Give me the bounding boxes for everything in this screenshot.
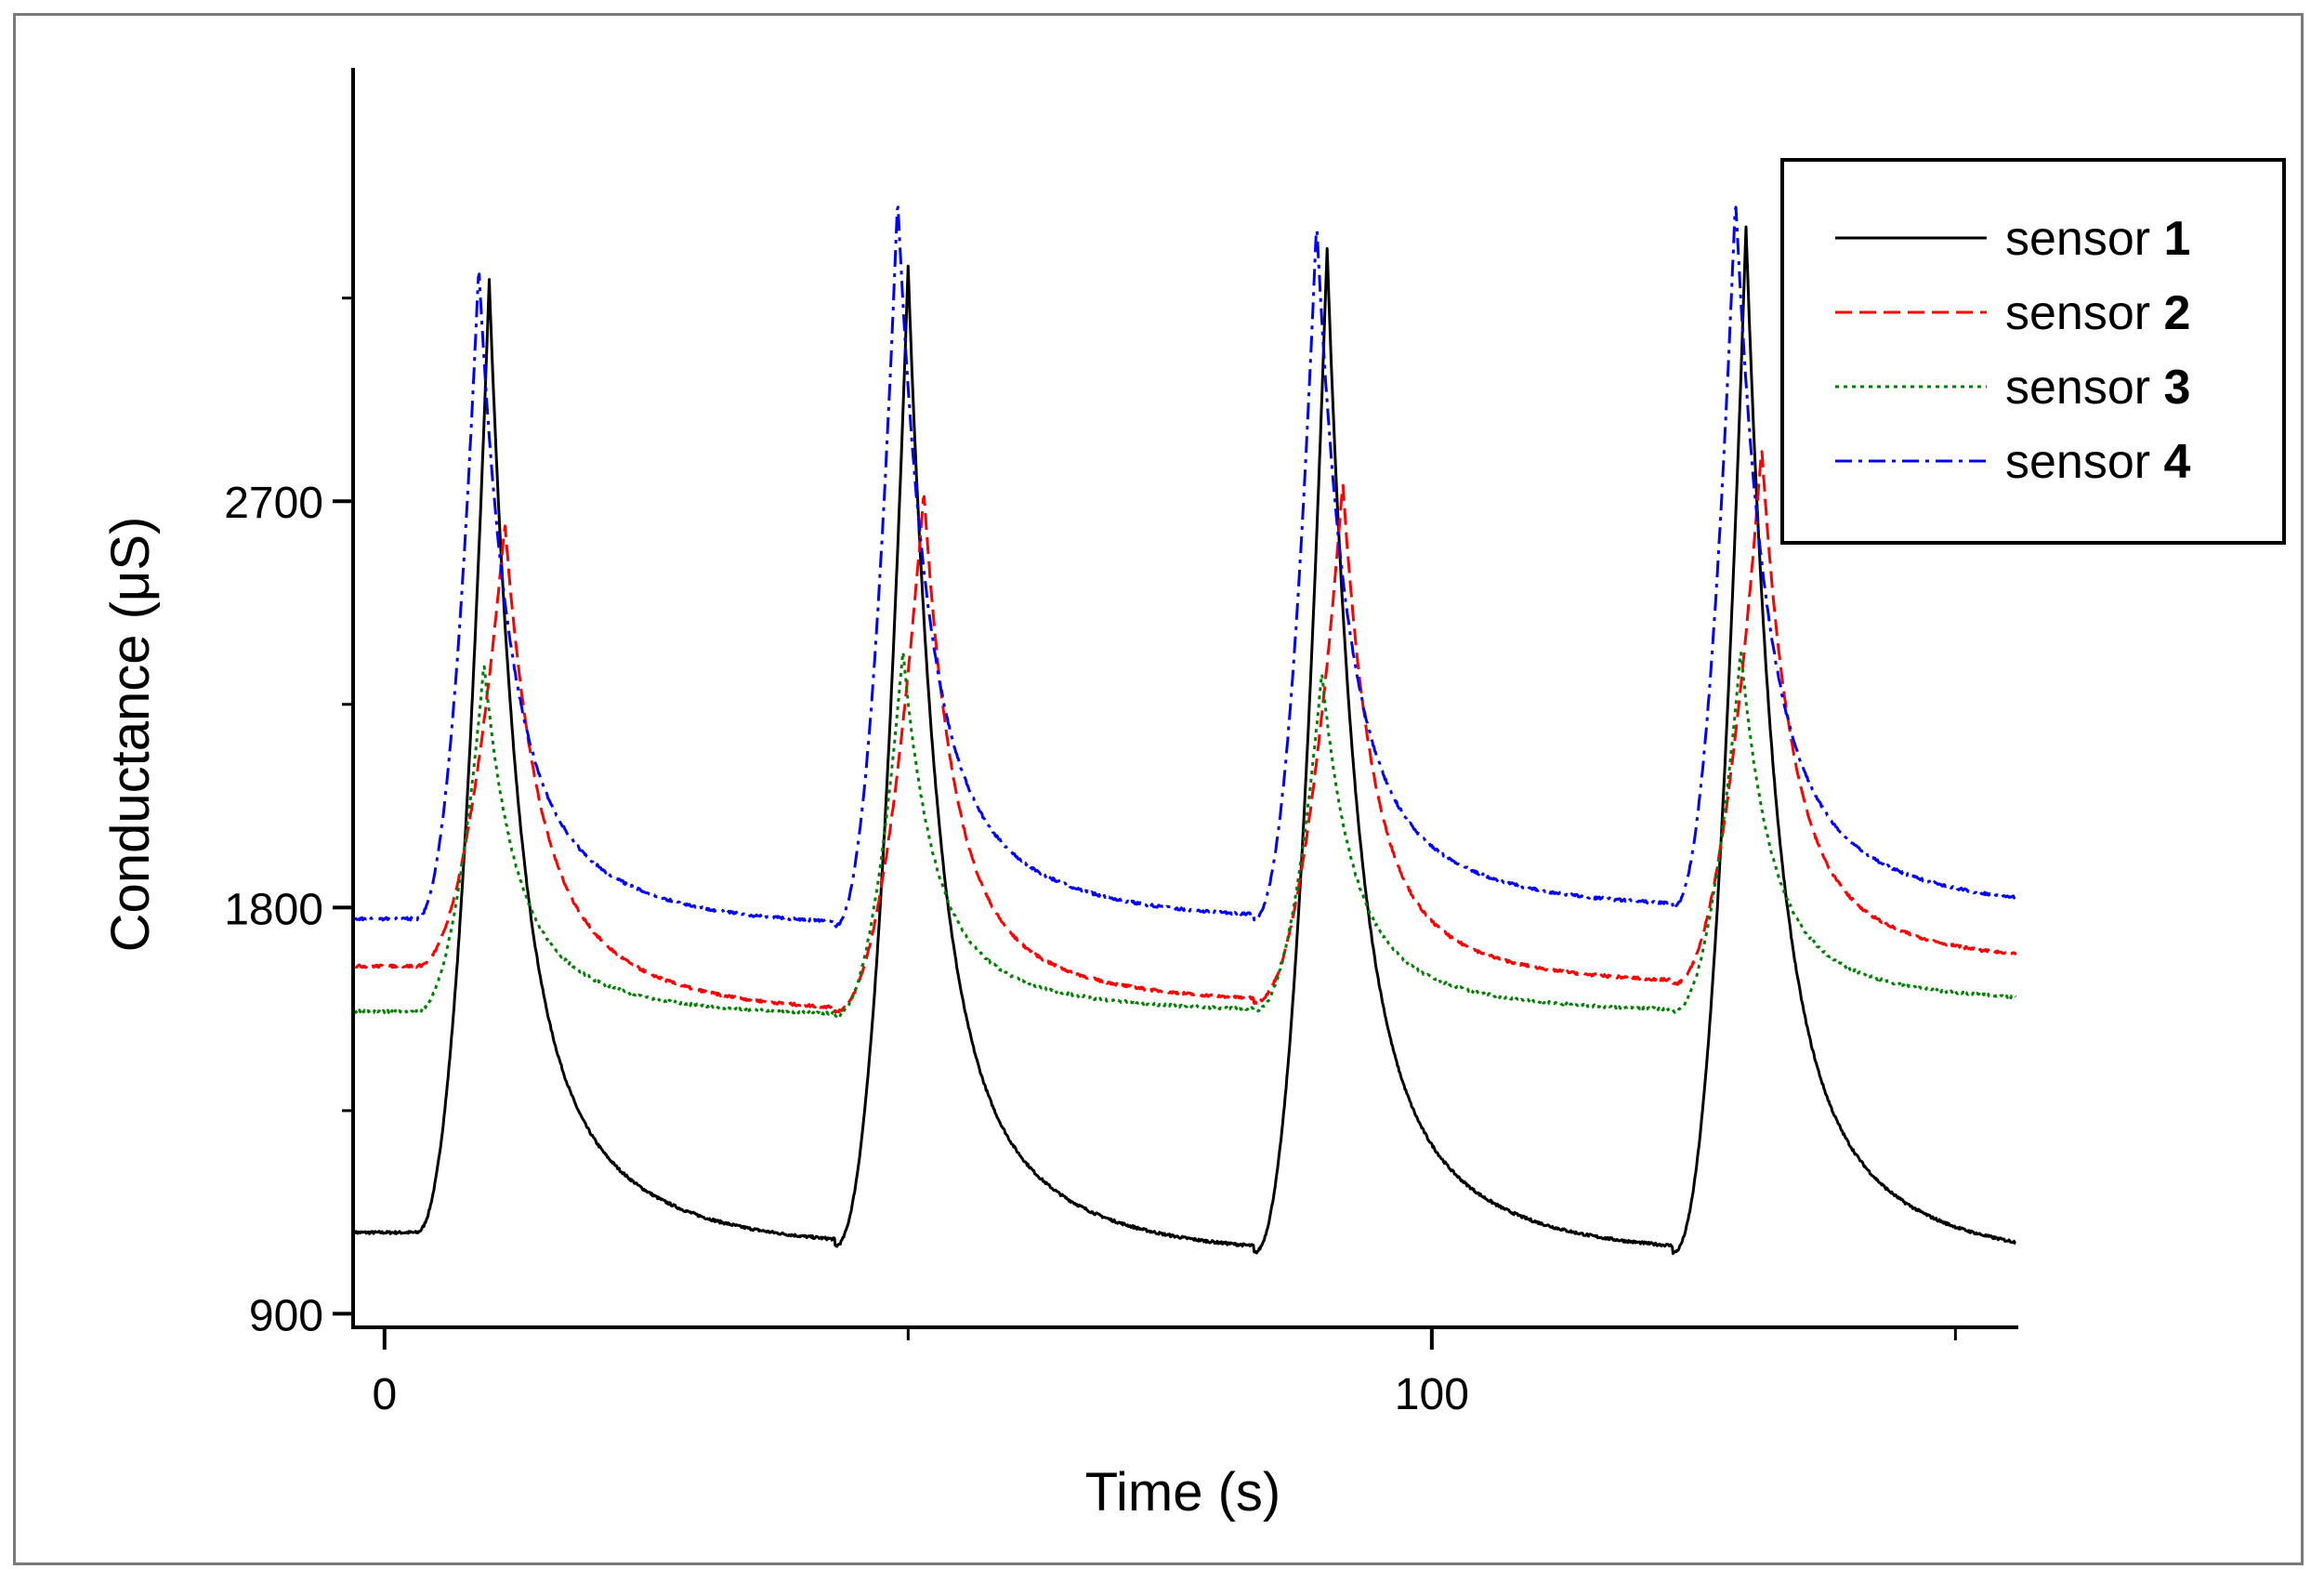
legend-label-4: sensor 4 (2005, 435, 2191, 489)
series-line-2 (354, 450, 2017, 1014)
ticks-layer: 900 1800 2700 0 100 (224, 297, 1957, 1419)
legend-label-number: 3 (2164, 361, 2191, 415)
series-line-3 (353, 651, 2017, 1018)
x-axis-title: Time (s) (1085, 1462, 1280, 1523)
y-tick-label: 2700 (224, 479, 323, 528)
y-tick-label: 1800 (224, 885, 323, 934)
y-tick-label: 900 (249, 1291, 323, 1340)
series-line-1 (353, 225, 2016, 1256)
series-line-4 (353, 205, 2016, 929)
legend-label-number: 2 (2164, 286, 2191, 340)
y-axis-title: Conductance (μS) (100, 517, 161, 953)
series-layer (353, 205, 2017, 1256)
legend-label-text: sensor (2005, 212, 2164, 266)
legend-box (1780, 158, 2286, 545)
legend-label-2: sensor 2 (2005, 286, 2190, 340)
x-tick-label: 100 (1395, 1370, 1469, 1419)
legend-label-3: sensor 3 (2005, 361, 2190, 415)
legend-label-1: sensor 1 (2005, 212, 2190, 266)
axes (351, 68, 2018, 1329)
x-tick-label: 0 (372, 1370, 397, 1419)
legend-label-text: sensor (2005, 286, 2164, 340)
legend-label-text: sensor (2005, 361, 2164, 415)
figure-frame (13, 13, 2304, 1565)
legend-label-text: sensor (2005, 435, 2164, 489)
legend-label-number: 4 (2164, 435, 2191, 489)
legend-label-number: 1 (2164, 212, 2191, 266)
